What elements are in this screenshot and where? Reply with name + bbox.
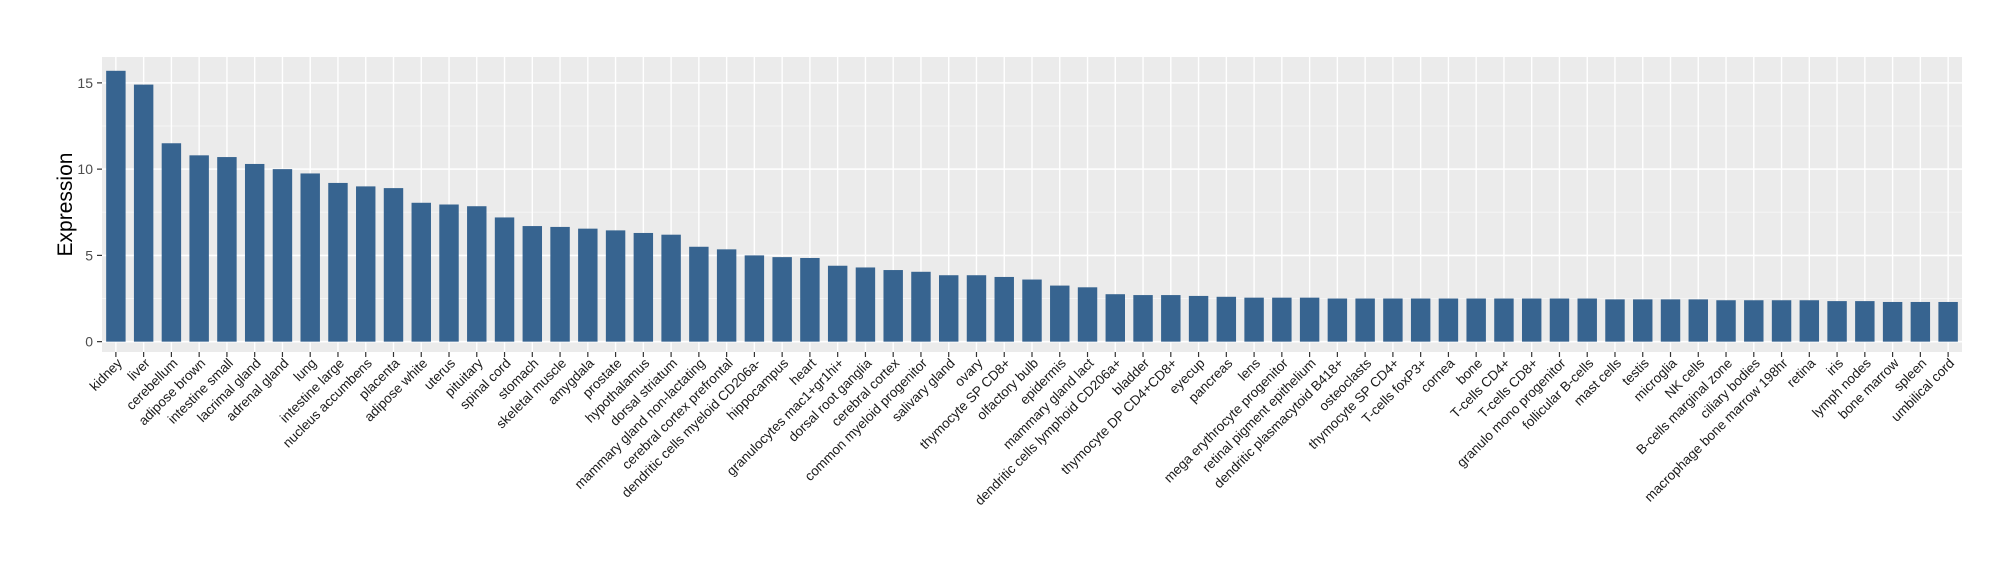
bar <box>356 186 376 342</box>
bar <box>467 206 487 342</box>
bar <box>1327 298 1348 342</box>
bar <box>1633 299 1653 342</box>
bar <box>1549 298 1570 342</box>
bar <box>1105 294 1125 342</box>
bar <box>328 182 348 342</box>
bar <box>1938 301 1958 342</box>
bar <box>1133 295 1153 342</box>
bar <box>855 267 876 342</box>
bar <box>1216 296 1237 342</box>
bar <box>1744 300 1764 342</box>
bar <box>411 202 431 342</box>
bar <box>1660 299 1681 342</box>
y-tick-label: 5 <box>85 247 93 263</box>
bar <box>1494 298 1514 342</box>
bar <box>772 257 792 342</box>
bar <box>1410 298 1431 342</box>
y-axis: 0 5 10 15 <box>77 75 102 350</box>
x-tick-label: retina <box>1784 355 1819 390</box>
bar <box>661 234 681 342</box>
bar <box>744 255 765 342</box>
bar <box>1050 285 1070 342</box>
bar <box>994 276 1014 342</box>
bar <box>1355 298 1375 342</box>
bar <box>522 226 543 342</box>
bar <box>1688 299 1708 342</box>
bar <box>578 228 598 342</box>
bar <box>1077 287 1098 342</box>
bar <box>1605 299 1625 342</box>
bars-group <box>106 70 1958 342</box>
y-axis-label: Expression <box>54 153 77 257</box>
y-tick-label: 10 <box>77 161 93 177</box>
bar <box>1716 300 1736 342</box>
bar <box>939 275 959 342</box>
bar <box>827 265 848 342</box>
bar <box>911 271 931 342</box>
bar <box>1022 279 1042 342</box>
bar <box>1244 297 1264 342</box>
bar <box>1299 297 1320 342</box>
bar <box>1188 295 1209 342</box>
bar <box>800 257 820 342</box>
bar <box>1521 298 1542 342</box>
bar <box>716 249 737 342</box>
bar <box>217 157 237 342</box>
bar <box>550 226 570 342</box>
bar <box>272 169 293 342</box>
bar <box>161 143 182 342</box>
bar <box>1438 298 1459 342</box>
bar <box>883 270 903 342</box>
bar <box>605 230 626 342</box>
bar <box>966 275 987 342</box>
bar <box>1466 298 1486 342</box>
bar <box>1827 301 1847 342</box>
y-tick-label: 15 <box>77 75 93 91</box>
bar <box>1272 297 1292 342</box>
bar <box>633 232 654 342</box>
x-tick-label: kidney <box>87 355 125 393</box>
bar <box>383 188 404 342</box>
bar <box>133 84 154 342</box>
bar <box>1882 301 1903 342</box>
bar <box>1771 300 1792 342</box>
bar <box>1161 295 1181 342</box>
bar <box>244 163 265 342</box>
bar <box>1577 298 1597 342</box>
y-tick-label: 0 <box>85 334 93 350</box>
bar <box>439 204 459 342</box>
bar <box>1383 298 1403 342</box>
bar <box>689 246 709 342</box>
bar <box>189 155 209 342</box>
bar <box>494 217 515 342</box>
bar <box>106 70 126 342</box>
bar <box>300 173 320 342</box>
bar <box>1799 300 1820 342</box>
bar <box>1855 301 1875 342</box>
bar <box>1910 301 1931 342</box>
